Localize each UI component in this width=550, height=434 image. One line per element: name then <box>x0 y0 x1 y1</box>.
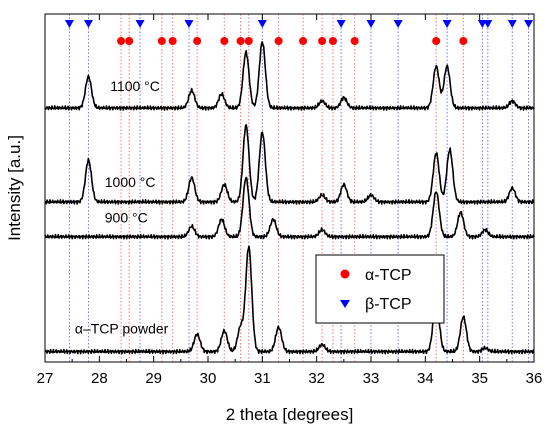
beta-tcp-marker <box>257 20 267 28</box>
beta-tcp-marker <box>184 20 194 28</box>
curve-labels: α–TCP powder 900 °C 1000 °C 1100 °C <box>75 78 169 337</box>
x-tick-label: 35 <box>471 370 488 387</box>
x-tick-label: 28 <box>91 370 108 387</box>
beta-tcp-marker <box>64 20 74 28</box>
beta-tcp-marker <box>366 20 376 28</box>
series-label: 900 °C <box>105 210 148 226</box>
x-tick-label: 29 <box>145 370 162 387</box>
legend: α-TCP β-TCP <box>315 254 445 324</box>
beta-tcp-marker <box>483 20 493 28</box>
legend-beta-label: β-TCP <box>365 296 412 313</box>
beta-tcp-marker <box>393 20 403 28</box>
alpha-tcp-marker <box>236 37 245 45</box>
x-tick-label: 30 <box>200 370 217 387</box>
alpha-tcp-marker <box>168 37 177 45</box>
beta-tcp-marker <box>336 20 346 28</box>
x-tick-label: 36 <box>526 370 543 387</box>
x-axis-ticks: 27 28 29 30 31 32 33 34 35 36 <box>37 14 543 387</box>
alpha-tcp-marker <box>459 37 468 45</box>
x-tick-label: 31 <box>254 370 271 387</box>
x-tick-label: 32 <box>308 370 325 387</box>
y-axis-title: Intensity [a.u.] <box>5 135 24 241</box>
series-curve <box>44 245 535 355</box>
beta-tcp-marker <box>507 20 517 28</box>
alpha-tcp-marker <box>432 37 441 45</box>
beta-tcp-marker <box>83 20 93 28</box>
series-curve <box>44 176 535 240</box>
alpha-tcp-marker <box>350 37 359 45</box>
beta-tcp-marker <box>524 20 534 28</box>
series-label: 1100 °C <box>110 78 160 94</box>
series-label: α–TCP powder <box>75 321 169 337</box>
phase-markers <box>64 20 534 45</box>
alpha-tcp-marker <box>274 37 283 45</box>
series-curve <box>44 41 535 111</box>
x-tick-label: 27 <box>37 370 54 387</box>
alpha-tcp-marker <box>318 37 327 45</box>
alpha-tcp-marker <box>125 37 134 45</box>
series-curve <box>44 123 535 205</box>
legend-alpha-label: α-TCP <box>365 267 412 284</box>
legend-box <box>315 254 445 324</box>
alpha-tcp-marker <box>299 37 308 45</box>
diffraction-curves <box>44 41 535 355</box>
alpha-tcp-marker <box>193 37 202 45</box>
x-tick-label: 34 <box>417 370 434 387</box>
legend-alpha-marker <box>340 269 350 279</box>
alpha-tcp-marker <box>328 37 337 45</box>
legend-beta-marker <box>340 300 350 308</box>
alpha-tcp-marker <box>244 37 253 45</box>
x-axis-title: 2 theta [degrees] <box>226 405 354 424</box>
beta-tcp-marker <box>442 20 452 28</box>
beta-tcp-marker <box>135 20 145 28</box>
x-tick-label: 33 <box>363 370 380 387</box>
series-label: 1000 °C <box>105 174 156 190</box>
alpha-tcp-marker <box>220 37 229 45</box>
alpha-tcp-marker <box>117 37 126 45</box>
alpha-tcp-marker <box>157 37 166 45</box>
